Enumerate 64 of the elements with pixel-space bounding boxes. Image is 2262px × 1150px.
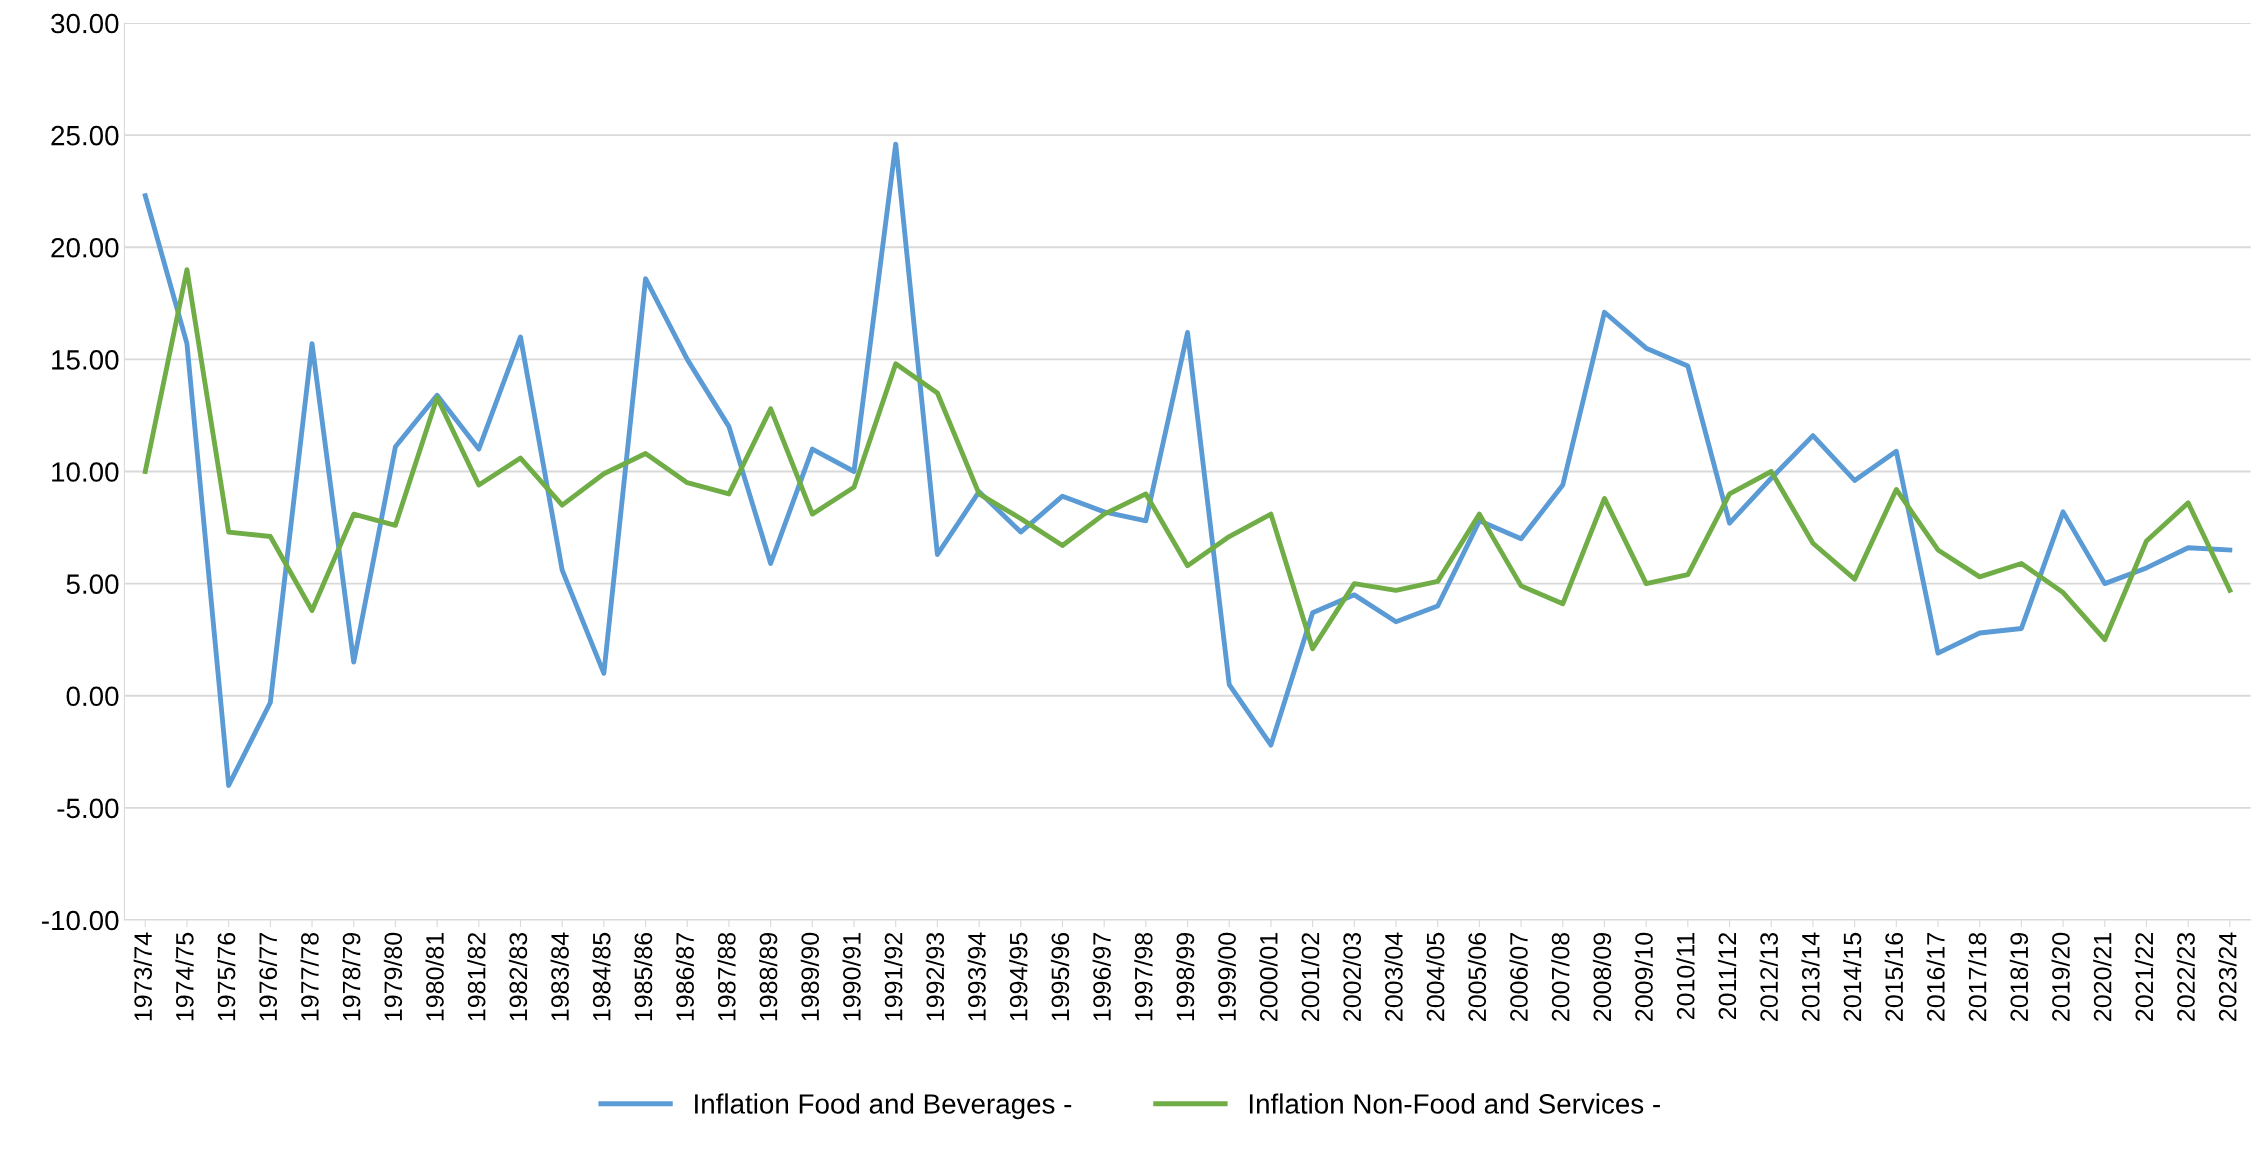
x-tick-label: 2009/10: [1634, 932, 1653, 1021]
x-tick-label: 2015/16: [1884, 932, 1904, 1021]
x-tick-label: 1977/78: [300, 932, 319, 1021]
y-tick-label: 25.00: [51, 125, 119, 146]
line-series: [142, 267, 2233, 652]
x-tick-label: 2004/05: [1426, 932, 1445, 1021]
x-tick-label: 2018/19: [2009, 932, 2029, 1021]
x-tick-label: 2013/14: [1801, 932, 1820, 1021]
x-tick-label: 2005/06: [1467, 932, 1487, 1021]
line-series: [142, 141, 2233, 788]
x-tick-label: 2014/15: [1842, 932, 1862, 1021]
x-tick-label: 1986/87: [675, 933, 694, 1021]
x-tick-label: 1981/82: [467, 933, 486, 1021]
x-tick-label: 1979/80: [383, 932, 403, 1021]
x-tick-label: 1982/83: [508, 932, 528, 1021]
x-tick-label: 1978/79: [342, 932, 361, 1021]
y-tick-label: -10.00: [42, 910, 119, 931]
x-tick-label: 2021/22: [2134, 933, 2154, 1021]
x-tick-label: 1985/86: [633, 932, 653, 1021]
x-tick-label: 2017/18: [1968, 932, 1987, 1021]
x-tick-label: 2006/07: [1509, 933, 1528, 1021]
x-tick-label: 2016/17: [1926, 933, 1945, 1021]
x-tick-label: 1983/84: [550, 932, 569, 1021]
x-tick-label: 1975/76: [216, 932, 236, 1021]
x-tick-label: 2003/04: [1384, 932, 1403, 1021]
x-tick-label: 2010/11: [1676, 933, 1695, 1020]
x-tick-label: 1993/94: [967, 932, 986, 1021]
x-tick-label: 1990/91: [842, 933, 861, 1021]
x-tick-label: 2001/02: [1300, 933, 1320, 1021]
x-tick-label: 1994/95: [1009, 932, 1028, 1021]
x-tick-label: 1991/92: [884, 933, 903, 1021]
x-tick-label: 2000/01: [1259, 933, 1278, 1021]
x-tick-label: 2012/13: [1759, 932, 1778, 1021]
x-tick-label: 1996/97: [1092, 933, 1111, 1021]
y-tick-label: 20.00: [51, 237, 119, 258]
x-tick-label: 1995/96: [1050, 932, 1070, 1021]
y-tick-label: 15.00: [52, 350, 119, 370]
x-tick-label: 1989/90: [800, 932, 820, 1021]
x-tick-label: 1976/77: [258, 933, 278, 1021]
legend-label: Inflation Food and Beverages -: [695, 1093, 1072, 1120]
x-tick-label: 2007/08: [1551, 932, 1570, 1021]
y-tick-label: 0.00: [66, 686, 119, 707]
x-tick-label: 1997/98: [1134, 932, 1153, 1021]
x-tick-label: 1992/93: [925, 932, 945, 1021]
x-tick-label: 2020/21: [2093, 933, 2112, 1021]
x-tick-label: 2008/09: [1592, 932, 1612, 1021]
y-tick-label: -5.00: [57, 798, 119, 819]
x-tick-label: 2022/23: [2176, 932, 2195, 1021]
x-tick-label: 1988/89: [758, 932, 778, 1021]
x-tick-label: 1999/00: [1217, 932, 1236, 1021]
x-tick-label: 2023/24: [2218, 932, 2237, 1021]
y-tick-label: 10.00: [52, 462, 119, 482]
x-tick-label: 2019/20: [2051, 932, 2070, 1021]
x-tick-label: 1998/99: [1175, 932, 1195, 1021]
y-tick-label: 5.00: [66, 574, 119, 594]
x-tick-label: 1984/85: [592, 932, 611, 1021]
x-tick-label: 2002/03: [1342, 932, 1362, 1021]
x-tick-label: 2011/12: [1717, 933, 1737, 1020]
x-tick-label: 1987/88: [717, 932, 736, 1021]
x-tick-label: 1974/75: [175, 932, 194, 1021]
y-tick-label: 30.00: [51, 13, 119, 34]
x-tick-label: 1980/81: [425, 933, 444, 1021]
x-tick-label: 1973/74: [133, 932, 152, 1021]
legend-label: Inflation Non-Food and Services -: [1249, 1093, 1660, 1114]
